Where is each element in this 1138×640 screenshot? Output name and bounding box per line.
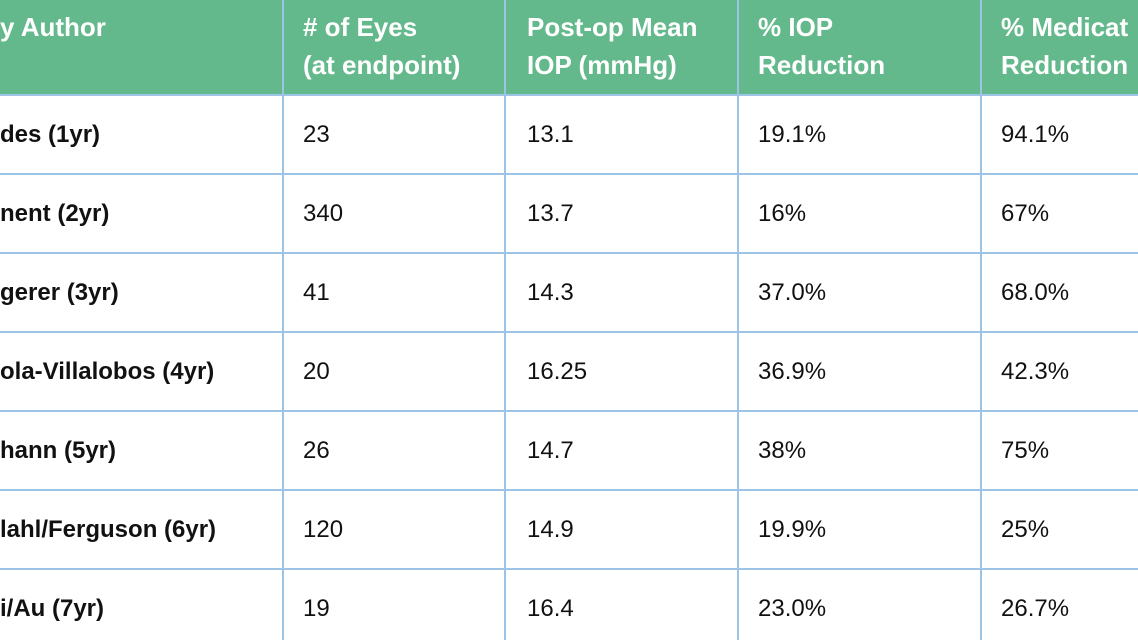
- table-cell: 13.7: [505, 175, 738, 254]
- table-cell: 38%: [738, 412, 981, 491]
- table-cell: 42.3%: [981, 333, 1138, 412]
- table-cell: 14.9: [505, 491, 738, 570]
- table-cell: 23: [283, 96, 505, 175]
- header-cell: # of Eyes (at endpoint): [283, 0, 505, 95]
- header-text: Reduction: [758, 50, 886, 80]
- table-cell: 340: [283, 175, 505, 254]
- table-cell: i/Au (7yr): [0, 570, 283, 640]
- header-text: % IOP: [758, 12, 834, 42]
- header-text: IOP (mmHg): [527, 50, 677, 80]
- table-cell: 26.7%: [981, 570, 1138, 640]
- header-text: (at endpoint): [303, 50, 461, 80]
- table-cell: 94.1%: [981, 96, 1138, 175]
- table-cell: 120: [283, 491, 505, 570]
- table-cell: 16.4: [505, 570, 738, 640]
- table-cell: 14.3: [505, 254, 738, 333]
- header-text: % Medicat: [1001, 12, 1129, 42]
- header-border: [0, 94, 1138, 96]
- header-text: y Author: [0, 12, 106, 42]
- table-cell: 16.25: [505, 333, 738, 412]
- header-text: Post-op Mean: [527, 12, 698, 42]
- header-cell: % IOP Reduction: [738, 0, 981, 95]
- table-cell: 68.0%: [981, 254, 1138, 333]
- table-cell: gerer (3yr): [0, 254, 283, 333]
- table-cell: 75%: [981, 412, 1138, 491]
- table-cell: lahl/Ferguson (6yr): [0, 491, 283, 570]
- column-border: [504, 0, 506, 640]
- table-cell: 37.0%: [738, 254, 981, 333]
- header-cell: Post-op Mean IOP (mmHg): [505, 0, 738, 95]
- table-cell: 41: [283, 254, 505, 333]
- table-cell: 25%: [981, 491, 1138, 570]
- table-cell: 36.9%: [738, 333, 981, 412]
- column-border: [737, 0, 739, 640]
- table-cell: nent (2yr): [0, 175, 283, 254]
- header-cell: % Medicat Reduction: [981, 0, 1138, 95]
- table-cell: 19.9%: [738, 491, 981, 570]
- table-cell: des (1yr): [0, 96, 283, 175]
- table-cell: 26: [283, 412, 505, 491]
- table-cell: 19.1%: [738, 96, 981, 175]
- header-cell: y Author: [0, 0, 283, 95]
- table-cell: 23.0%: [738, 570, 981, 640]
- table-cell: 13.1: [505, 96, 738, 175]
- table-cell: 20: [283, 333, 505, 412]
- column-border: [282, 0, 284, 640]
- table-cell: 16%: [738, 175, 981, 254]
- table-cell: 67%: [981, 175, 1138, 254]
- table-cell: ola-Villalobos (4yr): [0, 333, 283, 412]
- column-border: [980, 0, 982, 640]
- header-text: # of Eyes: [303, 12, 418, 42]
- table-cell: 14.7: [505, 412, 738, 491]
- header-text: Reduction: [1001, 50, 1129, 80]
- table-cell: 19: [283, 570, 505, 640]
- table-cell: hann (5yr): [0, 412, 283, 491]
